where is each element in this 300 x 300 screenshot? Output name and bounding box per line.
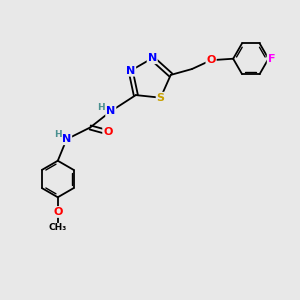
- Text: N: N: [62, 134, 71, 144]
- Text: N: N: [148, 53, 157, 63]
- Text: N: N: [106, 106, 116, 116]
- Text: H: H: [54, 130, 62, 139]
- Text: N: N: [126, 66, 135, 76]
- Text: O: O: [53, 207, 62, 217]
- Text: S: S: [157, 93, 165, 103]
- Text: H: H: [98, 103, 105, 112]
- Text: CH₃: CH₃: [49, 224, 67, 232]
- Text: O: O: [103, 127, 112, 137]
- Text: F: F: [268, 54, 275, 64]
- Text: O: O: [206, 55, 216, 65]
